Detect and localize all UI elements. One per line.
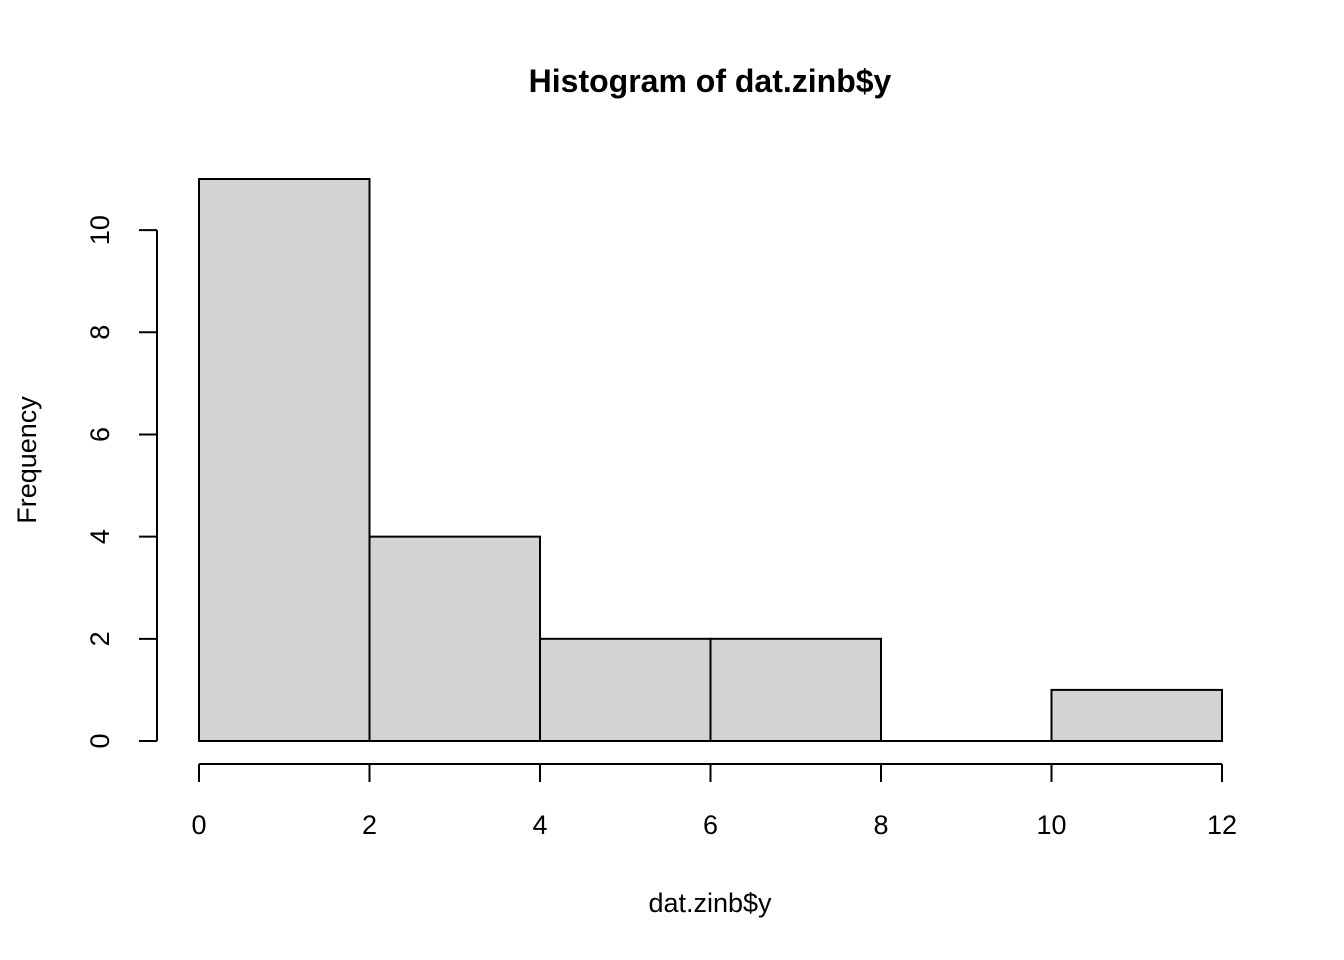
x-axis: 0 2 4 6 8 10 12 [191,763,1237,840]
x-tick-label-3: 6 [703,810,718,840]
histogram-bar-2 [539,637,712,742]
chart-title: Histogram of dat.zinb$y [529,63,892,99]
y-tick-label-1: 2 [85,631,115,646]
x-tick-label-4: 8 [873,810,888,840]
y-axis-label: Frequency [12,396,42,524]
y-tick-label-3: 6 [85,427,115,442]
histogram-bar-0 [198,178,371,742]
histogram-bar-1 [368,535,541,742]
x-tick-label-5: 10 [1036,810,1066,840]
y-tick-label-4: 8 [85,325,115,340]
y-tick-label-2: 4 [85,529,115,544]
x-tick-label-0: 0 [191,810,206,840]
histogram-bar-3 [709,637,882,742]
histogram-bars [198,178,1223,743]
histogram-bar-5 [1050,688,1223,743]
x-tick-label-1: 2 [362,810,377,840]
y-axis: 0 2 4 6 8 10 [85,215,158,749]
x-axis-label: dat.zinb$y [648,888,772,918]
y-tick-label-5: 10 [85,215,115,245]
y-tick-label-0: 0 [85,733,115,748]
x-tick-label-6: 12 [1207,810,1237,840]
x-tick-label-2: 4 [532,810,547,840]
